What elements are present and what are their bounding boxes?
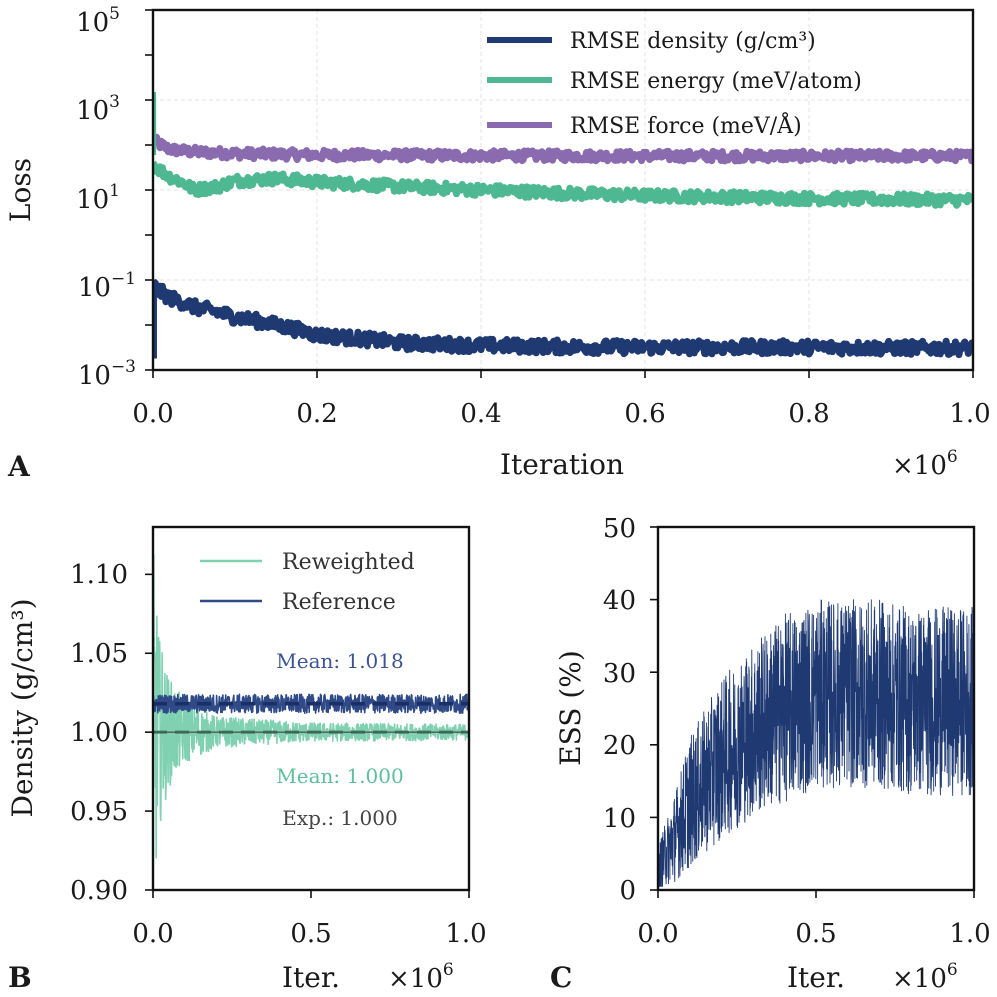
energy-series-line	[153, 160, 973, 209]
b-experimental-label: Exp.: 1.000	[282, 806, 397, 830]
a-ytick-1e5: 105	[76, 4, 120, 38]
a-xtick-4: 0.8	[788, 399, 829, 429]
b-mean-reweighted-label: Mean: 1.000	[276, 764, 403, 788]
density-series-line	[153, 278, 973, 359]
a-xtick-5: 1.0	[949, 399, 990, 429]
c-x-multiplier: ×106	[892, 960, 958, 994]
a-xlabel: Iteration	[500, 448, 624, 481]
a-xtick-1: 0.2	[296, 399, 337, 429]
legend-reweighted-label: Reweighted	[282, 550, 415, 575]
b-ytick-105: 1.05	[70, 639, 128, 669]
a-ytick-1e-1: 10−1	[78, 269, 136, 303]
a-legend: RMSE density (g/cm³) RMSE energy (meV/at…	[487, 29, 862, 139]
panel-c-series	[658, 599, 974, 887]
b-x-multiplier: ×106	[388, 960, 454, 994]
reweighted-series-line	[153, 554, 469, 859]
ess-series-line	[658, 599, 974, 887]
c-ytick-10: 10	[603, 804, 636, 834]
b-ytick-100: 1.00	[70, 718, 128, 748]
panel-c-ticks	[650, 526, 975, 898]
a-ytick-1e3: 103	[76, 92, 120, 126]
a-ytick-1e1: 101	[76, 181, 120, 215]
panel-b-series	[153, 554, 469, 859]
c-ytick-50: 50	[603, 514, 636, 544]
c-ylabel: ESS (%)	[554, 650, 587, 766]
b-legend: Reweighted Reference	[200, 550, 415, 615]
panel-a-series	[153, 92, 973, 359]
a-ytick-1e-3: 10−3	[78, 357, 136, 391]
force-series-line	[153, 133, 973, 165]
c-xtick-0: 0.0	[637, 919, 678, 949]
panel-label-c: C	[550, 961, 572, 994]
panel-b: 1.10 1.05 1.00 0.95 0.90 0.0 0.5 1.0 Ite…	[6, 525, 487, 994]
b-ytick-110: 1.10	[70, 560, 128, 590]
reference-series-line	[153, 693, 469, 714]
panel-c: 50 40 30 20 10 0 0.0 0.5 1.0 Iter. ×106 …	[550, 514, 991, 994]
a-xtick-0: 0.0	[132, 399, 173, 429]
c-xtick-2: 1.0	[949, 919, 990, 949]
panel-a: 105 103 101 10−1 10−3 0.0 0.2 0.4 0.6 0.…	[4, 4, 991, 483]
panel-label-b: B	[8, 961, 32, 994]
c-ytick-40: 40	[603, 586, 636, 616]
a-x-multiplier: ×106	[892, 447, 958, 481]
b-xtick-1: 0.5	[290, 919, 331, 949]
a-ylabel: Loss	[4, 158, 37, 222]
legend-energy-label: RMSE energy (meV/atom)	[570, 69, 862, 94]
c-ytick-0: 0	[619, 876, 636, 906]
b-xtick-2: 1.0	[445, 919, 486, 949]
panel-b-ticks	[145, 573, 470, 898]
legend-force-label: RMSE force (meV/Å)	[570, 111, 802, 139]
panel-label-a: A	[7, 450, 31, 483]
a-xtick-3: 0.6	[624, 399, 665, 429]
b-ytick-090: 0.90	[70, 876, 128, 906]
c-xlabel: Iter.	[787, 961, 845, 994]
panel-a-ticks	[145, 9, 974, 378]
a-xtick-2: 0.4	[460, 399, 501, 429]
legend-reference-label: Reference	[282, 590, 396, 615]
b-ylabel: Density (g/cm³)	[6, 598, 39, 817]
c-xtick-1: 0.5	[795, 919, 836, 949]
b-ytick-095: 0.95	[70, 797, 128, 827]
c-ytick-20: 20	[603, 731, 636, 761]
legend-density-label: RMSE density (g/cm³)	[570, 29, 816, 54]
b-xlabel: Iter.	[282, 961, 340, 994]
b-mean-reference-label: Mean: 1.018	[276, 649, 403, 673]
c-ytick-30: 30	[603, 659, 636, 689]
b-xtick-0: 0.0	[132, 919, 173, 949]
